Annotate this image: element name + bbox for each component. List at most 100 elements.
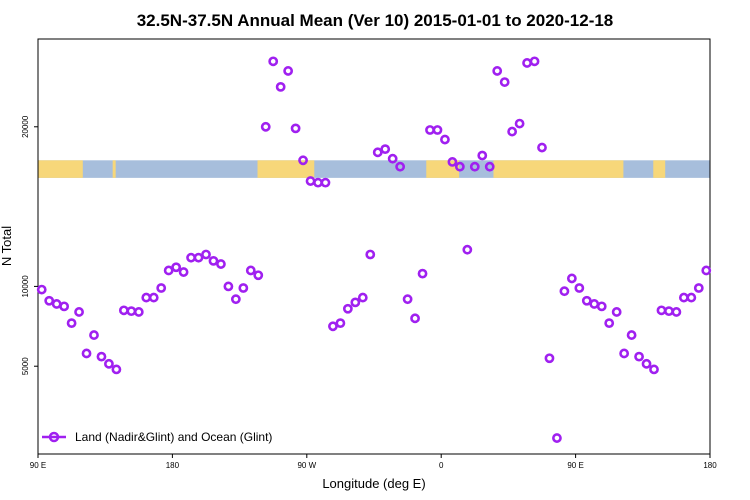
data-point (559, 286, 570, 297)
data-point (656, 305, 667, 316)
data-point (537, 142, 547, 153)
data-point (626, 330, 637, 340)
data-point (604, 318, 615, 329)
data-point (686, 292, 697, 303)
data-point (156, 283, 167, 293)
data-point (552, 433, 562, 443)
x-tick-label: 90 E (567, 461, 583, 470)
x-tick-label: 180 (166, 461, 180, 470)
data-point (365, 249, 376, 260)
data-point (619, 348, 630, 359)
data-point (522, 58, 532, 68)
data-point (492, 66, 503, 76)
data-point (387, 153, 398, 164)
data-point (454, 161, 465, 172)
data-point (671, 307, 682, 317)
data-point (118, 305, 129, 316)
land-segment (493, 160, 624, 178)
data-point (410, 313, 420, 324)
data-point (111, 364, 122, 375)
y-axis-label: N Total (0, 226, 14, 266)
data-point (514, 118, 525, 129)
data-point (126, 306, 137, 317)
x-axis-label: Longitude (deg E) (322, 476, 425, 491)
data-point (693, 283, 704, 293)
x-tick-label: 180 (703, 461, 717, 470)
data-point (208, 255, 219, 266)
data-point (260, 121, 271, 132)
data-point (395, 161, 406, 172)
data-point (238, 283, 249, 293)
legend-marker (48, 431, 60, 443)
data-point (589, 299, 600, 309)
data-point (432, 125, 443, 135)
data-point (417, 268, 428, 279)
land-segment (426, 160, 460, 178)
data-point (104, 358, 114, 369)
data-point (253, 270, 264, 281)
data-point (440, 134, 450, 145)
data-point (298, 155, 308, 166)
data-point (275, 81, 286, 92)
data-point (425, 125, 435, 135)
y-tick-label: 5000 (21, 357, 30, 375)
data-point (678, 292, 689, 303)
land-segment (257, 160, 315, 178)
data-point (596, 301, 607, 312)
data-point (178, 267, 189, 277)
data-point (357, 292, 368, 303)
data-point (581, 295, 592, 306)
data-point (89, 330, 99, 340)
data-point (641, 358, 652, 369)
data-point (290, 123, 301, 134)
land-segment (112, 160, 116, 178)
data-point (544, 353, 555, 364)
data-point (268, 56, 279, 67)
land-segment (38, 160, 83, 178)
data-point (664, 306, 674, 317)
data-point (223, 281, 234, 292)
data-point (163, 265, 174, 276)
data-point (96, 351, 107, 362)
data-point (171, 262, 182, 273)
data-point (611, 307, 622, 317)
data-point (193, 252, 204, 263)
data-point (328, 321, 338, 332)
legend: Land (Nadir&Glint) and Ocean (Glint) (42, 430, 272, 444)
land-mask-band (38, 160, 710, 178)
y-axis: 5000 10000 20000 (21, 115, 38, 375)
data-point (216, 259, 226, 269)
data-point (566, 273, 577, 284)
data-point (380, 144, 391, 155)
data-point (499, 77, 510, 87)
data-point (305, 176, 316, 186)
data-point (462, 244, 473, 255)
data-point (51, 299, 62, 309)
data-point (447, 157, 458, 167)
data-point (230, 294, 241, 305)
land-segment (653, 160, 666, 178)
data-point (477, 150, 488, 161)
data-point (201, 249, 211, 260)
data-point (36, 284, 47, 295)
x-axis: 90 E 180 90 W 0 90 E 180 (30, 454, 717, 470)
data-point (283, 66, 294, 76)
data-point (148, 292, 159, 303)
data-point (350, 297, 361, 308)
data-point (186, 252, 196, 263)
data-point (74, 307, 84, 317)
chart-title: 32.5N-37.5N Annual Mean (Ver 10) 2015-01… (137, 11, 614, 30)
data-point (372, 147, 383, 158)
x-tick-label: 90 E (30, 461, 46, 470)
data-point (469, 161, 480, 172)
data-point (507, 126, 518, 137)
x-tick-label: 0 (439, 461, 444, 470)
data-point (141, 292, 152, 303)
series-points (36, 56, 712, 443)
legend-label: Land (Nadir&Glint) and Ocean (Glint) (75, 430, 272, 444)
data-point (574, 283, 585, 293)
data-point (701, 265, 712, 276)
data-point (649, 364, 659, 375)
data-point (133, 307, 144, 317)
